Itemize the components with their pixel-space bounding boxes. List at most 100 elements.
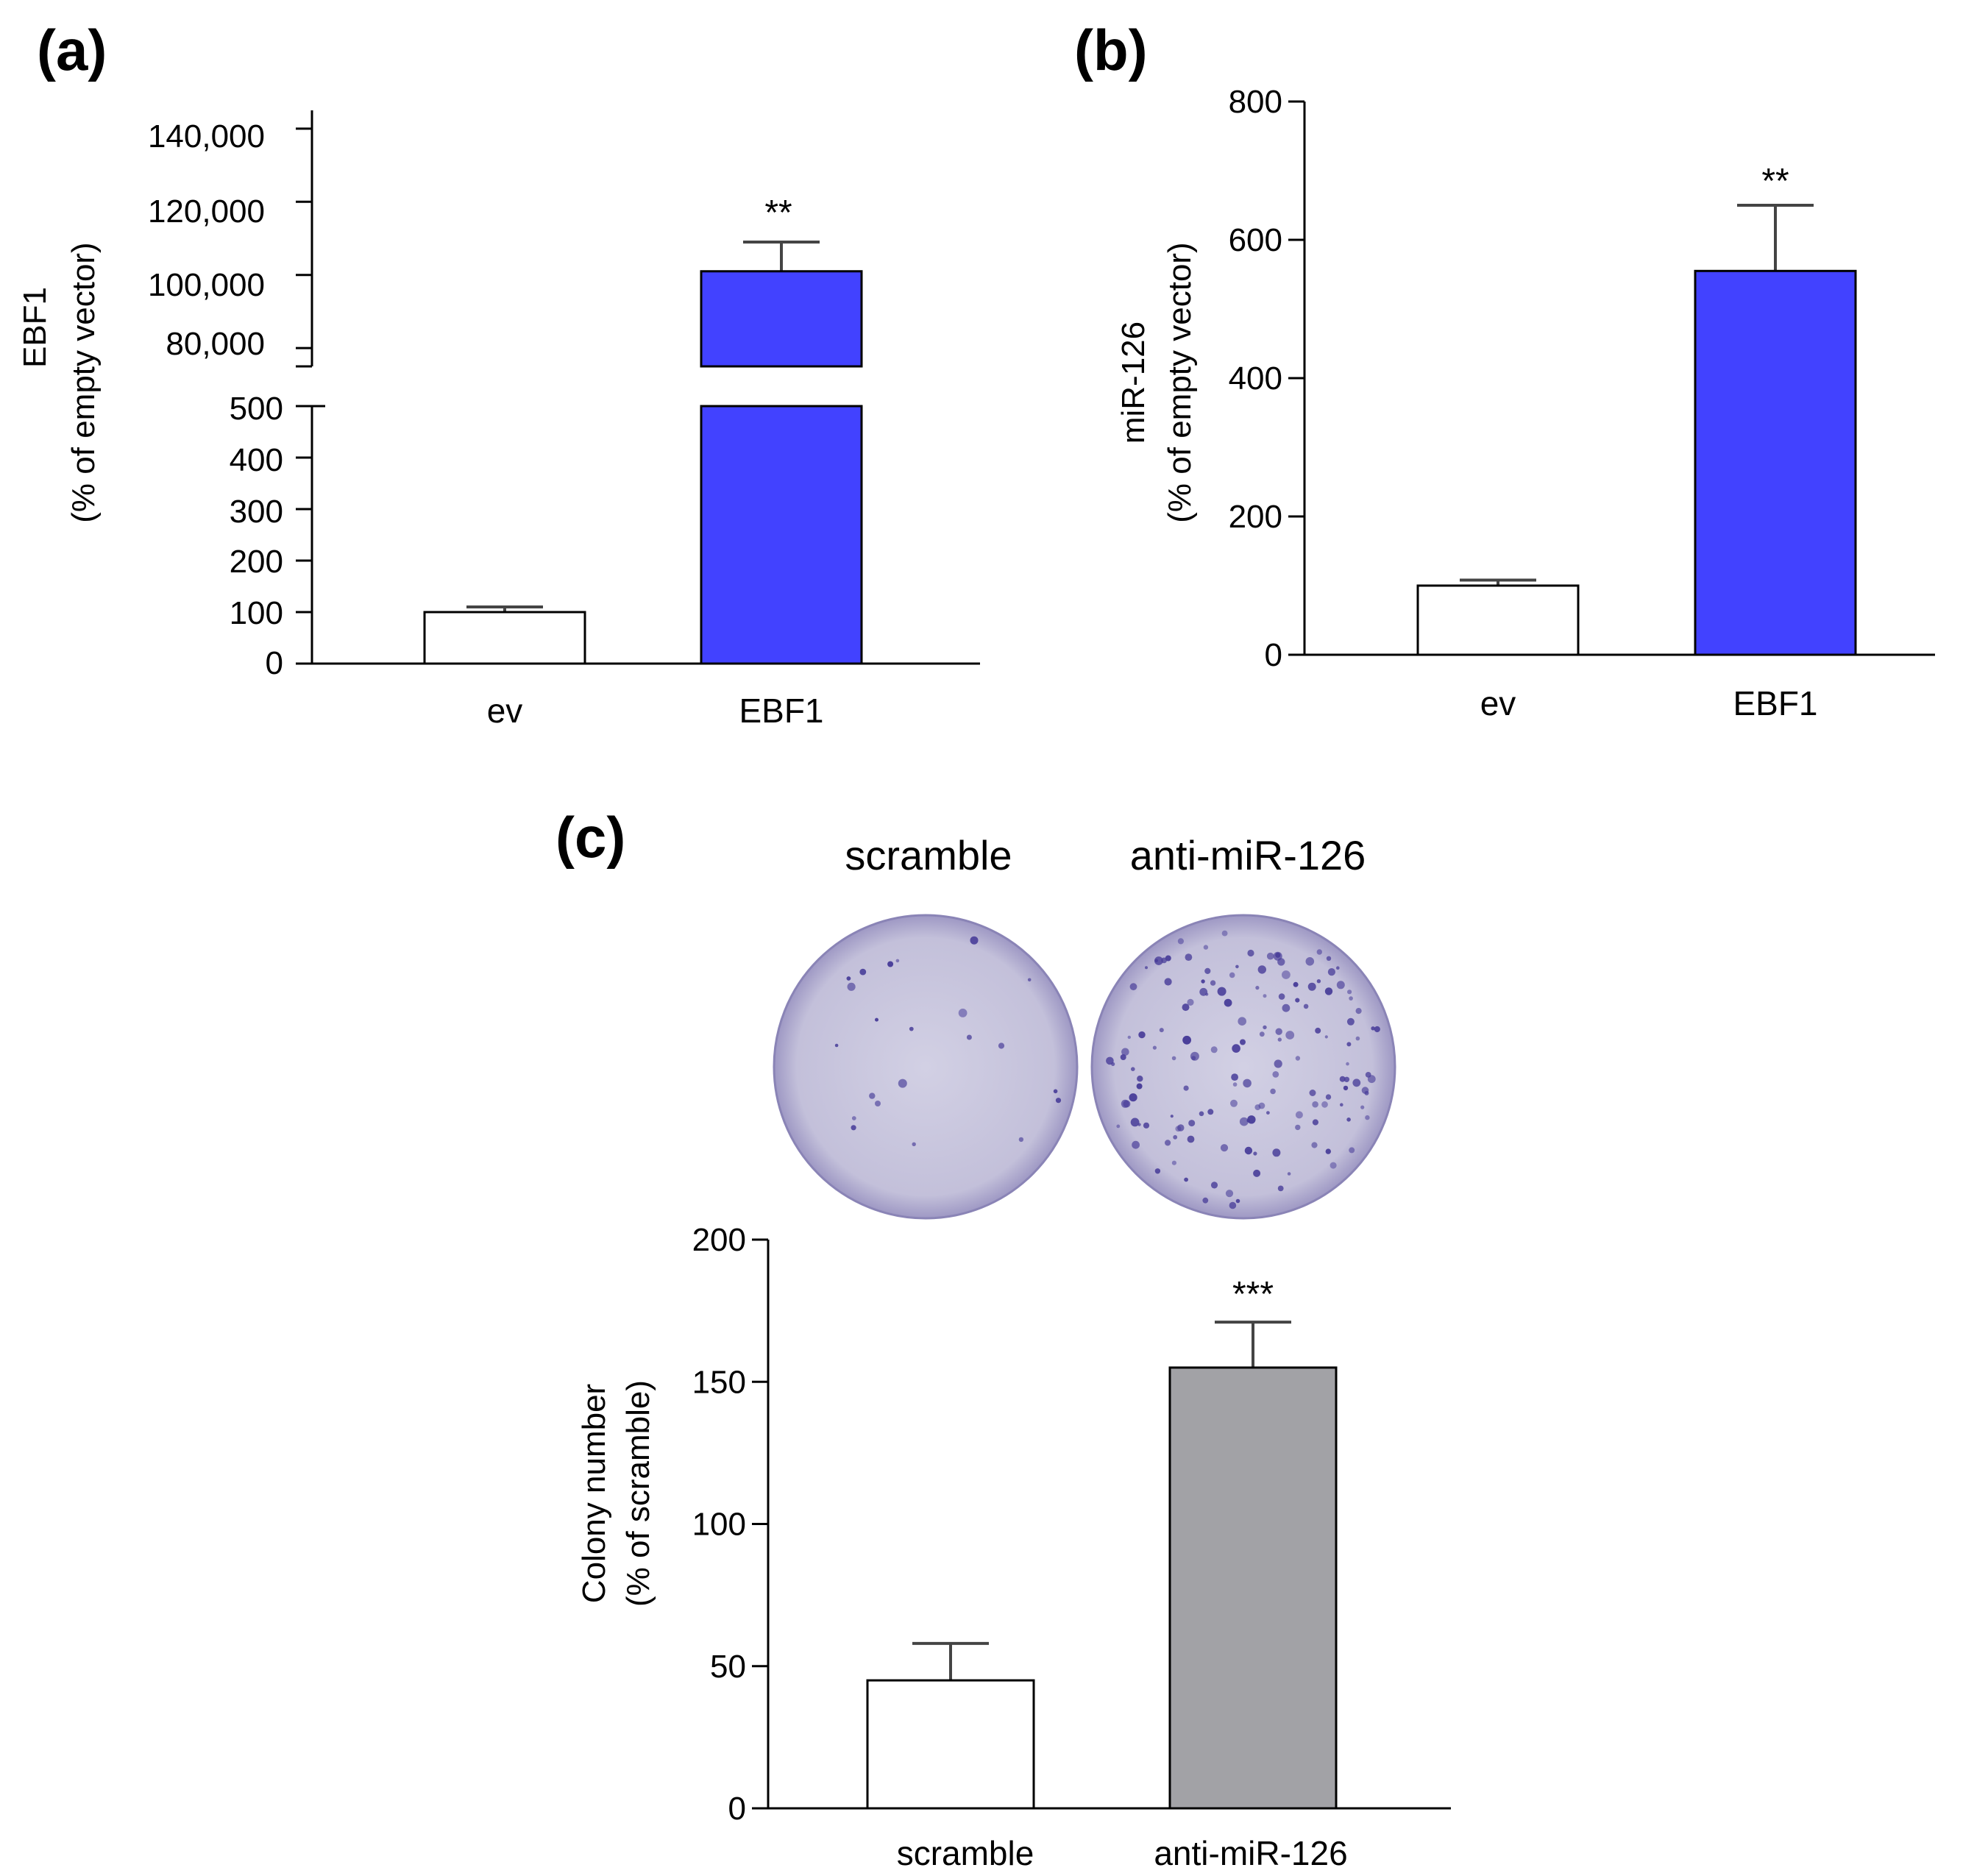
colony-dot [1220, 1144, 1229, 1152]
chart-b-tick-label: 800 [1229, 84, 1282, 120]
chart-a-tick-label: 0 [266, 645, 283, 681]
colony-dot [1272, 1071, 1279, 1078]
chart-b-bar [1694, 269, 1857, 656]
chart-c-category-label: scramble [897, 1834, 1034, 1872]
colony-dot [1210, 1182, 1218, 1189]
colony-dot [1204, 967, 1211, 974]
chart-c-bar [866, 1679, 1035, 1810]
colony-dot [1154, 959, 1158, 963]
chart-c-tick-label: 100 [692, 1507, 746, 1543]
colony-dot [1259, 1031, 1265, 1037]
colony-dot [1282, 970, 1291, 979]
colony-dot [1129, 1093, 1137, 1102]
colony-dot [1235, 964, 1239, 969]
chart-c-tick-label: 150 [692, 1364, 746, 1400]
colony-dot [1159, 1028, 1164, 1033]
colony-dot [869, 1092, 876, 1099]
colony-dot [1164, 978, 1172, 986]
colony-dot [1295, 998, 1300, 1003]
chart-a-tick-label: 100 [230, 595, 283, 631]
colony-dot [851, 1116, 856, 1120]
colony-dot [1343, 1076, 1350, 1083]
colony-dot [966, 1034, 972, 1040]
colony-dot [1138, 1031, 1146, 1039]
colony-dot [1346, 1042, 1352, 1047]
colony-dot [1253, 1169, 1261, 1177]
colony-dot [1277, 1037, 1282, 1042]
colony-dot [1272, 1148, 1281, 1157]
colony-dot [1184, 1177, 1188, 1182]
colony-dot [1325, 1094, 1332, 1100]
dish-label-anti-mir-126: anti-miR-126 [1130, 832, 1366, 878]
colony-dot [1244, 1146, 1253, 1155]
colony-dot [1295, 1111, 1303, 1119]
colony-dot [875, 1101, 881, 1106]
colony-dot [1247, 949, 1254, 957]
colony-dot [1360, 1105, 1365, 1109]
colony-dot [1240, 1039, 1246, 1045]
chart-a-ylabel-unit: (% of empty vector) [65, 242, 102, 522]
colony-dot [1154, 956, 1163, 965]
colony-dot [1303, 1003, 1309, 1009]
colony-dot [1364, 1090, 1369, 1095]
chart-c-tick-label: 200 [692, 1222, 746, 1258]
colony-dot [1343, 1085, 1349, 1091]
chart-c-ylabel: Colony number [576, 1384, 612, 1603]
colony-dot [1285, 1031, 1295, 1040]
colony-dot [970, 936, 979, 945]
chart-b-tick-label: 0 [1265, 637, 1282, 673]
colony-dot [1225, 1190, 1234, 1198]
colony-dot [1190, 1051, 1199, 1061]
chart-a-category-label: ev [487, 692, 523, 730]
panel-label-c: (c) [555, 805, 625, 870]
colony-dot [1145, 966, 1148, 970]
colony-dot [1224, 998, 1232, 1007]
colony-dot [1295, 1124, 1301, 1131]
colony-dot [912, 1142, 916, 1147]
colony-dot [1137, 1076, 1143, 1082]
colony-dot [1365, 1115, 1370, 1120]
colony-dot [1293, 981, 1299, 987]
chart-b-category-label: EBF1 [1733, 684, 1817, 722]
colony-dot [1238, 1017, 1246, 1026]
chart-c-ylabel-unit: (% of scramble) [620, 1380, 656, 1607]
colony-dot [1253, 1151, 1257, 1156]
colony-dot [1185, 953, 1193, 961]
colony-dot [1207, 1109, 1214, 1115]
colony-dot [1367, 1075, 1376, 1084]
colony-dot [1311, 1142, 1318, 1148]
colony-dot [1282, 1003, 1291, 1012]
colony-dot [1027, 978, 1032, 982]
colony-dot [851, 1125, 856, 1131]
colony-dot [1171, 1056, 1176, 1061]
colony-dot [1316, 949, 1323, 955]
colony-dot [1229, 972, 1235, 978]
chart-b-tick-label: 200 [1229, 499, 1282, 535]
chart-c-category-label: anti-miR-126 [1154, 1834, 1347, 1872]
chart-c: scramble anti-miR-126 Colony number (% o… [576, 832, 1451, 1872]
colony-dot [1232, 1044, 1240, 1053]
colony-dot [1355, 1008, 1362, 1015]
colony-dot [1161, 957, 1167, 964]
colony-dot [1201, 979, 1205, 984]
chart-c-significance: *** [1232, 1275, 1274, 1314]
colony-dot [1187, 1135, 1195, 1143]
colony-dot [895, 959, 900, 963]
colony-dot [1018, 1137, 1024, 1143]
chart-c-tick-label: 0 [728, 1791, 746, 1827]
chart-a-tick-label: 100,000 [148, 267, 265, 303]
colony-dot [1346, 1118, 1351, 1122]
chart-a-tick-label: 300 [230, 494, 283, 530]
colony-dot [1347, 989, 1352, 995]
colony-dot [1177, 1124, 1185, 1131]
colony-dot [1339, 1076, 1346, 1082]
colony-dot [1235, 1198, 1240, 1204]
colony-dot [1309, 1090, 1316, 1096]
colony-dot [1263, 994, 1267, 998]
colony-dot [1182, 1003, 1190, 1012]
chart-b-ylabel: miR-126 [1115, 321, 1151, 444]
colony-dot [1336, 981, 1345, 989]
colony-dot [1336, 966, 1340, 970]
colony-dot [859, 968, 867, 976]
